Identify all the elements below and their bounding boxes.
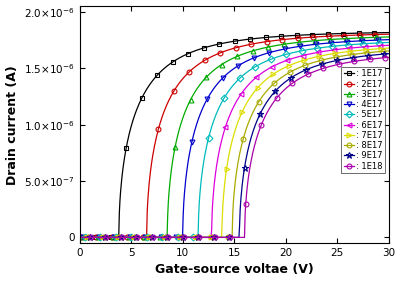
- : 3E17: (29.3, 1.78e-06): 3E17: (29.3, 1.78e-06): [379, 36, 384, 39]
- : 1E18: (24.6, 1.52e-06): 1E18: (24.6, 1.52e-06): [331, 64, 336, 67]
- : 4E17: (14.2, 1.45e-06): 4E17: (14.2, 1.45e-06): [224, 73, 229, 76]
- : 7E17: (29.3, 1.68e-06): 7E17: (29.3, 1.68e-06): [379, 47, 384, 50]
- : 2E17: (30, 1.8e-06): 2E17: (30, 1.8e-06): [387, 32, 391, 36]
- : 9E17: (17.9, 1.16e-06): 9E17: (17.9, 1.16e-06): [261, 105, 266, 109]
- Line: : 1E18: : 1E18: [77, 55, 391, 240]
- : 7E17: (17.9, 1.38e-06): 7E17: (17.9, 1.38e-06): [261, 80, 266, 83]
- : 1E17: (14.2, 1.73e-06): 1E17: (14.2, 1.73e-06): [224, 41, 229, 44]
- : 9E17: (14.2, 0): 9E17: (14.2, 0): [224, 236, 229, 239]
- : 2E17: (17.9, 1.73e-06): 2E17: (17.9, 1.73e-06): [261, 40, 266, 44]
- : 2E17: (0, 0): 2E17: (0, 0): [77, 236, 82, 239]
- : 9E17: (14.4, 0): 9E17: (14.4, 0): [226, 236, 231, 239]
- Line: : 4E17: : 4E17: [77, 37, 391, 240]
- : 3E17: (17.9, 1.68e-06): 3E17: (17.9, 1.68e-06): [261, 46, 266, 50]
- : 1E18: (30, 1.6e-06): 1E18: (30, 1.6e-06): [387, 56, 391, 59]
- : 6E17: (29.3, 1.7e-06): 6E17: (29.3, 1.7e-06): [379, 44, 384, 47]
- : 3E17: (16.2, 1.64e-06): 3E17: (16.2, 1.64e-06): [245, 51, 249, 54]
- : 4E17: (24.6, 1.73e-06): 4E17: (24.6, 1.73e-06): [331, 41, 336, 44]
- : 8E17: (24.6, 1.59e-06): 8E17: (24.6, 1.59e-06): [331, 56, 336, 59]
- : 1E18: (14.4, 0): 1E18: (14.4, 0): [226, 236, 231, 239]
- : 9E17: (0, 0): 9E17: (0, 0): [77, 236, 82, 239]
- : 7E17: (16.2, 1.2e-06): 7E17: (16.2, 1.2e-06): [245, 101, 249, 104]
- : 6E17: (17.9, 1.47e-06): 6E17: (17.9, 1.47e-06): [261, 70, 266, 73]
- : 6E17: (14.4, 1.05e-06): 6E17: (14.4, 1.05e-06): [226, 117, 231, 120]
- : 3E17: (14.4, 1.57e-06): 3E17: (14.4, 1.57e-06): [226, 59, 231, 62]
- : 1E18: (29.3, 1.59e-06): 1E18: (29.3, 1.59e-06): [379, 56, 384, 60]
- : 9E17: (24.6, 1.56e-06): 9E17: (24.6, 1.56e-06): [331, 60, 336, 63]
- : 9E17: (30, 1.63e-06): 9E17: (30, 1.63e-06): [387, 52, 391, 55]
- : 6E17: (30, 1.7e-06): 6E17: (30, 1.7e-06): [387, 44, 391, 47]
- Legend: : 1E17, : 2E17, : 3E17, : 4E17, : 5E17, : 6E17, : 7E17, : 8E17, : 9E17, : 1E18: : 1E17, : 2E17, : 3E17, : 4E17, : 5E17, …: [341, 67, 385, 173]
- : 2E17: (14.2, 1.66e-06): 2E17: (14.2, 1.66e-06): [224, 49, 229, 52]
- Y-axis label: Drain current (A): Drain current (A): [6, 65, 18, 184]
- Line: : 9E17: : 9E17: [76, 50, 392, 241]
- : 5E17: (17.9, 1.55e-06): 5E17: (17.9, 1.55e-06): [261, 61, 266, 64]
- : 7E17: (24.6, 1.63e-06): 7E17: (24.6, 1.63e-06): [331, 52, 336, 55]
- : 4E17: (14.4, 1.46e-06): 4E17: (14.4, 1.46e-06): [226, 71, 231, 74]
- : 4E17: (0, 0): 4E17: (0, 0): [77, 236, 82, 239]
- X-axis label: Gate-source voltae (V): Gate-source voltae (V): [155, 263, 314, 276]
- : 7E17: (14.4, 7.06e-07): 7E17: (14.4, 7.06e-07): [226, 156, 231, 160]
- : 4E17: (29.3, 1.75e-06): 4E17: (29.3, 1.75e-06): [379, 38, 384, 42]
- : 2E17: (24.6, 1.79e-06): 2E17: (24.6, 1.79e-06): [331, 34, 336, 38]
- Line: : 5E17: : 5E17: [77, 40, 391, 240]
- : 1E17: (0, 0): 1E17: (0, 0): [77, 236, 82, 239]
- : 8E17: (30, 1.65e-06): 8E17: (30, 1.65e-06): [387, 49, 391, 53]
- : 8E17: (16.2, 9.81e-07): 8E17: (16.2, 9.81e-07): [245, 125, 249, 129]
- : 3E17: (14.2, 1.56e-06): 3E17: (14.2, 1.56e-06): [224, 60, 229, 63]
- : 7E17: (30, 1.68e-06): 7E17: (30, 1.68e-06): [387, 46, 391, 50]
- : 3E17: (0, 0): 3E17: (0, 0): [77, 236, 82, 239]
- : 7E17: (14.2, 6.06e-07): 7E17: (14.2, 6.06e-07): [224, 167, 229, 171]
- : 5E17: (30, 1.73e-06): 5E17: (30, 1.73e-06): [387, 41, 391, 44]
- Line: : 2E17: : 2E17: [77, 32, 391, 240]
- : 1E18: (16.2, 4.28e-07): 1E18: (16.2, 4.28e-07): [245, 188, 249, 191]
- Line: : 6E17: : 6E17: [77, 43, 391, 240]
- : 6E17: (16.2, 1.34e-06): 6E17: (16.2, 1.34e-06): [245, 85, 249, 88]
- : 4E17: (17.9, 1.62e-06): 4E17: (17.9, 1.62e-06): [261, 53, 266, 56]
- : 8E17: (0, 0): 8E17: (0, 0): [77, 236, 82, 239]
- : 1E17: (24.6, 1.81e-06): 1E17: (24.6, 1.81e-06): [331, 32, 336, 36]
- : 1E17: (29.3, 1.82e-06): 1E17: (29.3, 1.82e-06): [379, 31, 384, 34]
- : 5E17: (14.2, 1.27e-06): 5E17: (14.2, 1.27e-06): [224, 92, 229, 96]
- : 1E17: (16.2, 1.76e-06): 1E17: (16.2, 1.76e-06): [245, 38, 249, 41]
- : 2E17: (14.4, 1.66e-06): 2E17: (14.4, 1.66e-06): [226, 48, 231, 52]
- : 1E18: (0, 0): 1E18: (0, 0): [77, 236, 82, 239]
- : 5E17: (16.2, 1.47e-06): 5E17: (16.2, 1.47e-06): [245, 70, 249, 74]
- Line: : 1E17: : 1E17: [77, 30, 391, 240]
- : 9E17: (29.3, 1.62e-06): 9E17: (29.3, 1.62e-06): [379, 52, 384, 56]
- : 8E17: (14.4, 0): 8E17: (14.4, 0): [226, 236, 231, 239]
- : 8E17: (29.3, 1.65e-06): 8E17: (29.3, 1.65e-06): [379, 50, 384, 53]
- : 3E17: (30, 1.78e-06): 3E17: (30, 1.78e-06): [387, 35, 391, 39]
- : 6E17: (24.6, 1.66e-06): 6E17: (24.6, 1.66e-06): [331, 48, 336, 52]
- : 3E17: (24.6, 1.76e-06): 3E17: (24.6, 1.76e-06): [331, 38, 336, 41]
- : 8E17: (17.9, 1.27e-06): 8E17: (17.9, 1.27e-06): [261, 93, 266, 96]
- : 2E17: (16.2, 1.71e-06): 2E17: (16.2, 1.71e-06): [245, 43, 249, 47]
- Line: : 8E17: : 8E17: [77, 49, 391, 240]
- : 1E17: (30, 1.82e-06): 1E17: (30, 1.82e-06): [387, 31, 391, 34]
- : 5E17: (0, 0): 5E17: (0, 0): [77, 236, 82, 239]
- : 1E17: (17.9, 1.77e-06): 1E17: (17.9, 1.77e-06): [261, 36, 266, 39]
- : 6E17: (14.2, 1.01e-06): 6E17: (14.2, 1.01e-06): [224, 122, 229, 125]
- Line: : 7E17: : 7E17: [77, 46, 391, 240]
- : 1E18: (14.2, 0): 1E18: (14.2, 0): [224, 236, 229, 239]
- : 6E17: (0, 0): 6E17: (0, 0): [77, 236, 82, 239]
- : 2E17: (29.3, 1.8e-06): 2E17: (29.3, 1.8e-06): [379, 33, 384, 36]
- : 1E18: (17.9, 1.05e-06): 1E18: (17.9, 1.05e-06): [261, 118, 266, 121]
- : 5E17: (14.4, 1.3e-06): 5E17: (14.4, 1.3e-06): [226, 90, 231, 93]
- : 4E17: (16.2, 1.57e-06): 4E17: (16.2, 1.57e-06): [245, 59, 249, 63]
- : 7E17: (0, 0): 7E17: (0, 0): [77, 236, 82, 239]
- : 1E17: (14.4, 1.73e-06): 1E17: (14.4, 1.73e-06): [226, 41, 231, 44]
- Line: : 3E17: : 3E17: [77, 34, 391, 240]
- : 4E17: (30, 1.75e-06): 4E17: (30, 1.75e-06): [387, 38, 391, 41]
- : 9E17: (16.2, 7.37e-07): 9E17: (16.2, 7.37e-07): [245, 153, 249, 156]
- : 8E17: (14.2, 0): 8E17: (14.2, 0): [224, 236, 229, 239]
- : 5E17: (29.3, 1.73e-06): 5E17: (29.3, 1.73e-06): [379, 41, 384, 45]
- : 5E17: (24.6, 1.7e-06): 5E17: (24.6, 1.7e-06): [331, 45, 336, 48]
